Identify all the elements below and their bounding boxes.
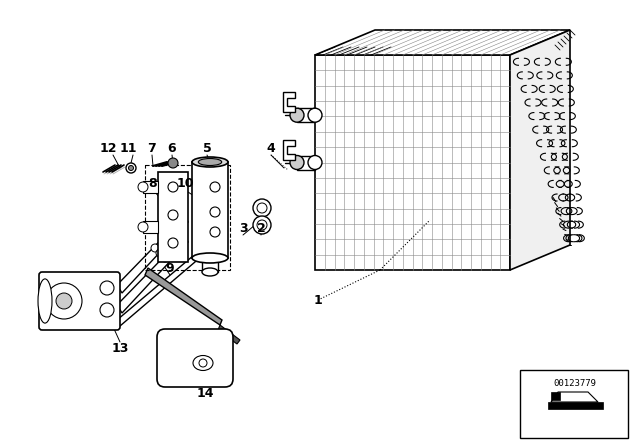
Ellipse shape xyxy=(192,157,228,167)
Bar xyxy=(297,155,315,169)
Text: 13: 13 xyxy=(111,341,129,354)
Text: 10: 10 xyxy=(176,177,194,190)
Circle shape xyxy=(253,216,271,234)
Circle shape xyxy=(253,199,271,217)
Text: 6: 6 xyxy=(168,142,176,155)
FancyBboxPatch shape xyxy=(157,329,233,387)
Ellipse shape xyxy=(193,356,213,370)
Bar xyxy=(145,165,230,270)
Circle shape xyxy=(100,303,114,317)
Bar xyxy=(548,402,603,409)
Text: 00123779: 00123779 xyxy=(554,379,596,388)
Circle shape xyxy=(168,210,178,220)
Polygon shape xyxy=(510,30,570,270)
Text: 4: 4 xyxy=(267,142,275,155)
Text: 14: 14 xyxy=(196,387,214,400)
Ellipse shape xyxy=(198,159,221,165)
Polygon shape xyxy=(283,92,295,112)
Text: 3: 3 xyxy=(239,221,247,234)
Text: 1: 1 xyxy=(314,293,323,306)
Polygon shape xyxy=(117,250,202,326)
Polygon shape xyxy=(218,325,240,344)
Text: 8: 8 xyxy=(148,177,157,190)
Circle shape xyxy=(257,203,267,213)
Circle shape xyxy=(210,227,220,237)
Circle shape xyxy=(138,182,148,192)
Circle shape xyxy=(56,293,72,309)
Text: 9: 9 xyxy=(166,262,174,275)
Circle shape xyxy=(168,158,178,168)
Bar xyxy=(158,172,188,262)
Bar xyxy=(143,181,158,193)
Polygon shape xyxy=(283,140,295,159)
Circle shape xyxy=(129,165,134,171)
Text: 12: 12 xyxy=(99,142,116,155)
Circle shape xyxy=(308,108,322,122)
Circle shape xyxy=(151,244,159,252)
Circle shape xyxy=(168,182,178,192)
Circle shape xyxy=(168,238,178,248)
Circle shape xyxy=(199,359,207,367)
Text: 5: 5 xyxy=(203,142,211,155)
Polygon shape xyxy=(315,30,570,55)
Circle shape xyxy=(46,283,82,319)
Polygon shape xyxy=(117,215,188,293)
Circle shape xyxy=(290,155,304,169)
Circle shape xyxy=(138,222,148,232)
Ellipse shape xyxy=(202,268,218,276)
Text: 7: 7 xyxy=(148,142,156,155)
Ellipse shape xyxy=(192,253,228,263)
Polygon shape xyxy=(315,55,510,270)
Circle shape xyxy=(156,249,164,257)
Polygon shape xyxy=(145,268,222,325)
Bar xyxy=(520,370,628,438)
FancyBboxPatch shape xyxy=(39,272,120,330)
Circle shape xyxy=(210,207,220,217)
Polygon shape xyxy=(551,392,560,400)
Circle shape xyxy=(257,220,267,230)
Circle shape xyxy=(290,108,304,122)
Circle shape xyxy=(161,254,169,262)
Circle shape xyxy=(126,163,136,173)
Bar xyxy=(297,108,315,122)
Bar xyxy=(202,258,218,272)
Circle shape xyxy=(100,281,114,295)
Text: 2: 2 xyxy=(257,221,266,234)
Ellipse shape xyxy=(38,279,52,323)
Circle shape xyxy=(308,155,322,169)
Polygon shape xyxy=(117,235,188,313)
Circle shape xyxy=(210,182,220,192)
Bar xyxy=(143,221,158,233)
Polygon shape xyxy=(551,392,598,402)
Bar xyxy=(192,162,228,258)
Text: 11: 11 xyxy=(119,142,137,155)
